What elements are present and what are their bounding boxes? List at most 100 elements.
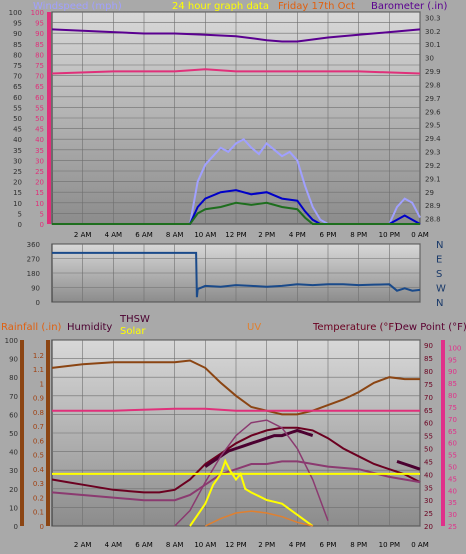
- barometer-tick-label: 30.1: [425, 41, 441, 49]
- barometer-tick-label: 29: [425, 189, 434, 197]
- temp-x-tick-label: 6 AM: [135, 541, 153, 549]
- temp-x-tick-label: 4 PM: [289, 541, 306, 549]
- dewpoint-tick-label: 100: [448, 344, 461, 352]
- rainfall-tick-label: 0: [40, 523, 44, 531]
- windspeed-tick-label: 55: [13, 104, 22, 112]
- temp-x-tick-label: 10 AM: [194, 541, 216, 549]
- windspeed-tick-label: 80: [13, 51, 22, 59]
- windspeed-tick-label: 70: [13, 73, 22, 81]
- wind-direction-line: [52, 251, 421, 298]
- temperature-tick-label: 55: [424, 433, 433, 441]
- dewpoint-tick-label: 85: [448, 380, 457, 388]
- wind-pink-tick-label: 90: [35, 30, 44, 38]
- wind-x-tick-label: 10 PM: [379, 231, 400, 239]
- wind-x-tick-label: 8 AM: [166, 231, 184, 239]
- thsw-line: [204, 428, 421, 471]
- temperature-tick-label: 85: [424, 355, 433, 363]
- temp-x-tick-label: 2 AM: [74, 541, 92, 549]
- rainfall-tick-label: 0.6: [33, 437, 45, 445]
- wind-x-tick-label: 2 PM: [258, 231, 275, 239]
- windspeed-tick-label: 0: [18, 221, 22, 229]
- dewpoint-tick-label: 70: [448, 416, 457, 424]
- humidity-tick-label: 40: [9, 449, 18, 457]
- direction-grid: [52, 243, 421, 303]
- temperature-tick-label: 45: [424, 458, 433, 466]
- windspeed-tick-label: 20: [13, 179, 22, 187]
- temp-x-tick-label: 2 PM: [258, 541, 275, 549]
- windspeed-tick-label: 95: [13, 20, 22, 28]
- rainfall-axis-label: Rainfall (.in): [1, 322, 62, 333]
- wind-pink-tick-label: 65: [35, 83, 44, 91]
- temperature-tick-label: 80: [424, 368, 433, 376]
- temp-series-group: [51, 359, 421, 527]
- temp-x-tick-label: 6 PM: [320, 541, 337, 549]
- barometer-tick-label: 30.3: [425, 14, 441, 22]
- windspeed-tick-label: 60: [13, 94, 22, 102]
- rainfall-tick-label: 0.2: [33, 494, 44, 502]
- dewpoint-tick-label: 80: [448, 392, 457, 400]
- barometer-tick-label: 30.2: [425, 28, 441, 36]
- wind-pink-tick-label: 75: [35, 62, 44, 70]
- wind-x-tick-label: 8 PM: [350, 231, 367, 239]
- compass-label: E: [436, 255, 442, 266]
- rainfall-tick-label: 0.9: [33, 395, 44, 403]
- dewpoint-tick-label: 55: [448, 452, 457, 460]
- windspeed-tick-label: 65: [13, 83, 22, 91]
- date-text: Friday 17th Oct: [278, 1, 355, 12]
- uv-line: [204, 510, 313, 527]
- barometer-tick-label: 30: [425, 55, 434, 63]
- barometer-tick-label: 29.5: [425, 122, 441, 130]
- dewpoint-tick-label: 60: [448, 440, 457, 448]
- temperature-line: [51, 426, 421, 494]
- dewpoint-axis-label: Dew Point (°F): [395, 322, 466, 333]
- barometer-tick-label: 29.2: [425, 162, 441, 170]
- rainfall-tick-label: 1.2: [33, 352, 44, 360]
- dewpoint-line: [51, 460, 421, 502]
- temp-x-tick-label: 8 PM: [350, 541, 367, 549]
- rainfall-axis-bar: [46, 340, 50, 526]
- wind-pink-tick-label: 15: [35, 189, 44, 197]
- rainfall-tick-label: 0.1: [33, 509, 44, 517]
- temperature-tick-label: 30: [424, 497, 433, 505]
- direction-tick-label: 270: [27, 256, 40, 264]
- wind-x-tick-label: 12 PM: [225, 231, 246, 239]
- temperature-tick-label: 25: [424, 510, 433, 518]
- dewpoint-tick-label: 30: [448, 511, 457, 519]
- rainfall-tick-label: 1: [40, 380, 44, 388]
- temp-x-tick-label: 12 PM: [225, 541, 246, 549]
- humidity-tick-label: 50: [9, 430, 18, 438]
- temp-x-tick-label: 0 AM: [411, 541, 429, 549]
- windspeed-tick-label: 5: [18, 210, 22, 218]
- direction-tick-label: 0: [36, 299, 40, 307]
- wind-pink-tick-label: 0: [40, 221, 44, 229]
- wind-x-tick-label: 6 PM: [320, 231, 337, 239]
- dewpoint-tick-label: 95: [448, 356, 457, 364]
- wind-pink-tick-label: 95: [35, 20, 44, 28]
- humidity-tick-label: 60: [9, 411, 18, 419]
- windspeed-tick-label: 15: [13, 189, 22, 197]
- solar-line: [189, 458, 314, 527]
- wind-pink-tick-label: 60: [35, 94, 44, 102]
- barometer-tick-label: 29.3: [425, 149, 441, 157]
- rainfall-tick-label: 0.3: [33, 480, 44, 488]
- wind-x-tick-label: 4 PM: [289, 231, 306, 239]
- wind-pink-axis-bar: [47, 12, 51, 224]
- humidity-tick-label: 70: [9, 393, 18, 401]
- windspeed-tick-label: 90: [13, 30, 22, 38]
- temp-x-tick-label: 8 AM: [166, 541, 184, 549]
- dewpoint-tick-label: 40: [448, 487, 457, 495]
- windspeed-tick-label: 40: [13, 136, 22, 144]
- wind-pink-tick-label: 50: [35, 115, 44, 123]
- direction-tick-label: 360: [27, 241, 40, 249]
- direction-tick-label: 180: [27, 270, 40, 278]
- windspeed-tick-label: 35: [13, 147, 22, 155]
- temperature-tick-label: 70: [424, 394, 433, 402]
- wind-pink-tick-label: 5: [40, 210, 44, 218]
- barometer-tick-label: 28.9: [425, 202, 441, 210]
- temp-pink-line: [52, 407, 420, 412]
- direction-tick-label: 90: [31, 285, 40, 293]
- wind-avg-line: [52, 189, 421, 225]
- windspeed-tick-label: 85: [13, 41, 22, 49]
- rainfall-tick-label: 0.7: [33, 423, 44, 431]
- rainfall-tick-label: 0.4: [33, 466, 45, 474]
